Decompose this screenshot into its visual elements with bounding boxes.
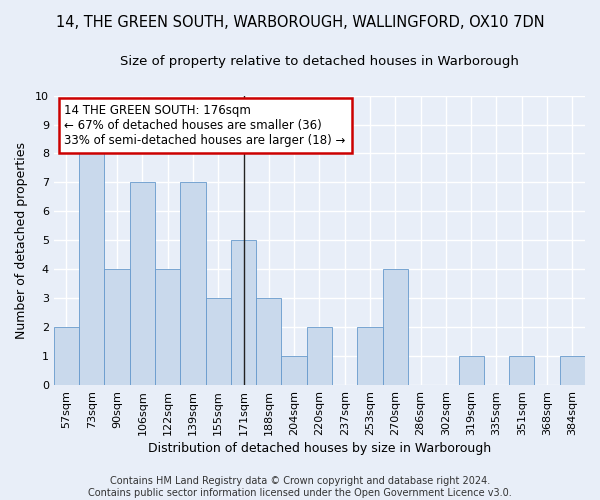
Bar [281, 356, 307, 385]
Bar [155, 270, 180, 385]
Bar [307, 328, 332, 385]
X-axis label: Distribution of detached houses by size in Warborough: Distribution of detached houses by size … [148, 442, 491, 455]
Text: Contains HM Land Registry data © Crown copyright and database right 2024.
Contai: Contains HM Land Registry data © Crown c… [88, 476, 512, 498]
Bar [206, 298, 231, 385]
Text: 14 THE GREEN SOUTH: 176sqm
← 67% of detached houses are smaller (36)
33% of semi: 14 THE GREEN SOUTH: 176sqm ← 67% of deta… [64, 104, 346, 147]
Bar [104, 270, 130, 385]
Bar [79, 154, 104, 385]
Y-axis label: Number of detached properties: Number of detached properties [15, 142, 28, 339]
Bar [458, 356, 484, 385]
Bar [560, 356, 585, 385]
Bar [231, 240, 256, 385]
Bar [180, 182, 206, 385]
Bar [256, 298, 281, 385]
Bar [54, 328, 79, 385]
Text: 14, THE GREEN SOUTH, WARBOROUGH, WALLINGFORD, OX10 7DN: 14, THE GREEN SOUTH, WARBOROUGH, WALLING… [56, 15, 544, 30]
Title: Size of property relative to detached houses in Warborough: Size of property relative to detached ho… [120, 55, 519, 68]
Bar [358, 328, 383, 385]
Bar [130, 182, 155, 385]
Bar [509, 356, 535, 385]
Bar [383, 270, 408, 385]
